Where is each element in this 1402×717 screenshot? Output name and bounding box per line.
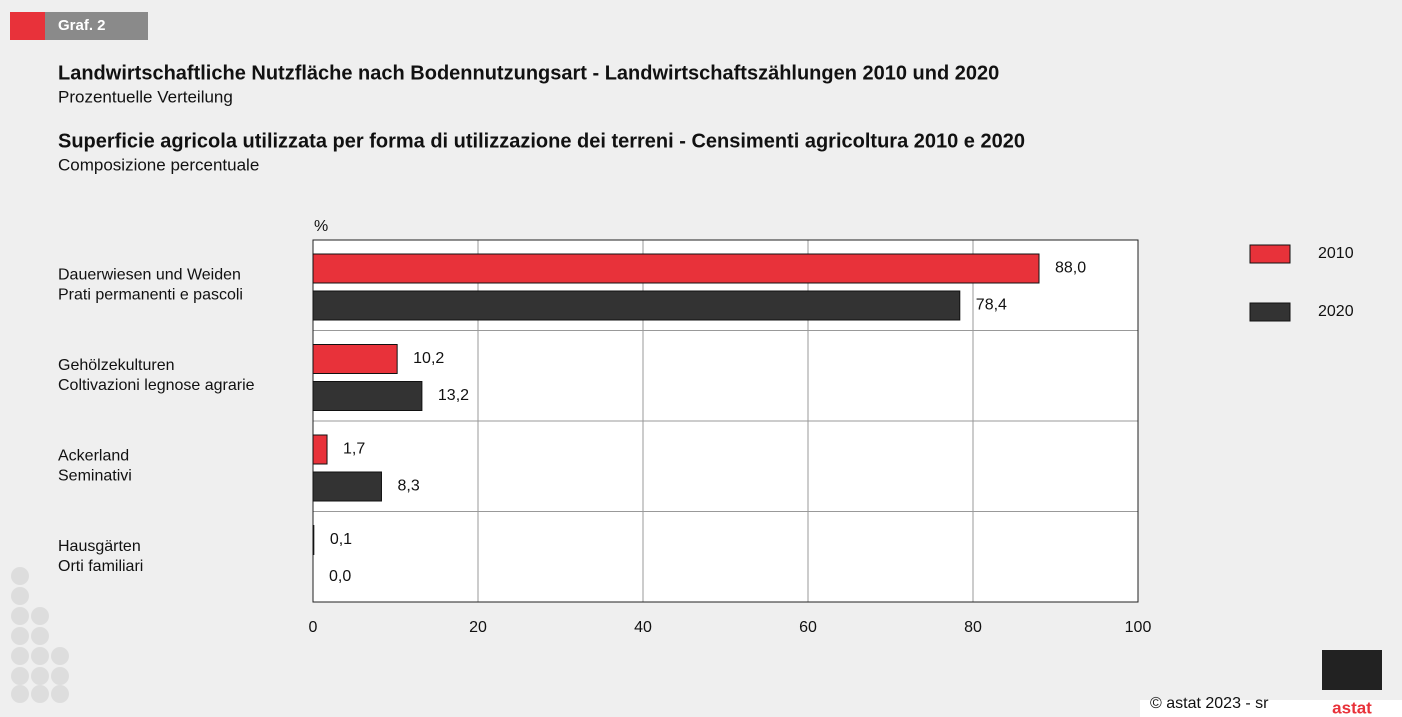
legend-label: 2010 xyxy=(1318,245,1354,262)
badge: Graf. 2 xyxy=(58,17,106,34)
value-label: 13,2 xyxy=(438,387,469,404)
value-label: 1,7 xyxy=(343,441,365,458)
value-label: 10,2 xyxy=(413,350,444,367)
x-tick-label: 80 xyxy=(964,619,982,636)
footer: © astat 2023 - sr xyxy=(1150,695,1269,712)
decor-dots xyxy=(11,567,69,703)
bar xyxy=(312,381,423,411)
chart-title: Landwirtschaftliche Nutzfläche nach Bode… xyxy=(58,62,999,84)
x-tick-label: 0 xyxy=(309,619,318,636)
bar xyxy=(312,344,398,374)
bar xyxy=(312,471,382,502)
chart-subtitle: Prozentuelle Verteilung xyxy=(58,87,233,106)
bar xyxy=(312,525,315,555)
legend-label: 2020 xyxy=(1318,303,1354,320)
category-label: Gehölzekulturen xyxy=(58,357,175,374)
x-tick-label: 100 xyxy=(1125,619,1152,636)
plot-frame xyxy=(312,239,1139,603)
legend-swatch xyxy=(1249,302,1291,322)
x-tick-label: 60 xyxy=(799,619,817,636)
category-label: Dauerwiesen und Weiden xyxy=(58,266,241,283)
value-label: 0,1 xyxy=(330,531,352,548)
category-label: Orti familiari xyxy=(58,558,143,575)
logo: astat xyxy=(1332,698,1372,717)
unit-label: % xyxy=(314,218,328,235)
category-label: Seminativi xyxy=(58,467,132,484)
footer-box xyxy=(1140,700,1402,717)
bar xyxy=(312,253,1040,284)
chart-subtitle-it: Composizione percentuale xyxy=(58,155,259,174)
category-label: Prati permanenti e pascoli xyxy=(58,286,243,303)
logo-mark xyxy=(1322,650,1382,690)
value-label: 88,0 xyxy=(1055,260,1086,277)
legend-swatch xyxy=(1249,244,1291,264)
category-label: Ackerland xyxy=(58,447,129,464)
bar xyxy=(312,290,961,321)
bar xyxy=(312,434,328,465)
badge-box xyxy=(45,12,148,40)
category-label: Hausgärten xyxy=(58,538,141,555)
x-tick-label: 40 xyxy=(634,619,652,636)
value-label: 78,4 xyxy=(976,297,1007,314)
chart-title-it: Superficie agricola utilizzata per forma… xyxy=(58,130,1025,152)
value-label: 8,3 xyxy=(397,478,419,495)
value-label: 0,0 xyxy=(329,568,351,585)
badge-block xyxy=(10,12,45,40)
x-tick-label: 20 xyxy=(469,619,487,636)
category-label: Coltivazioni legnose agrarie xyxy=(58,377,255,394)
